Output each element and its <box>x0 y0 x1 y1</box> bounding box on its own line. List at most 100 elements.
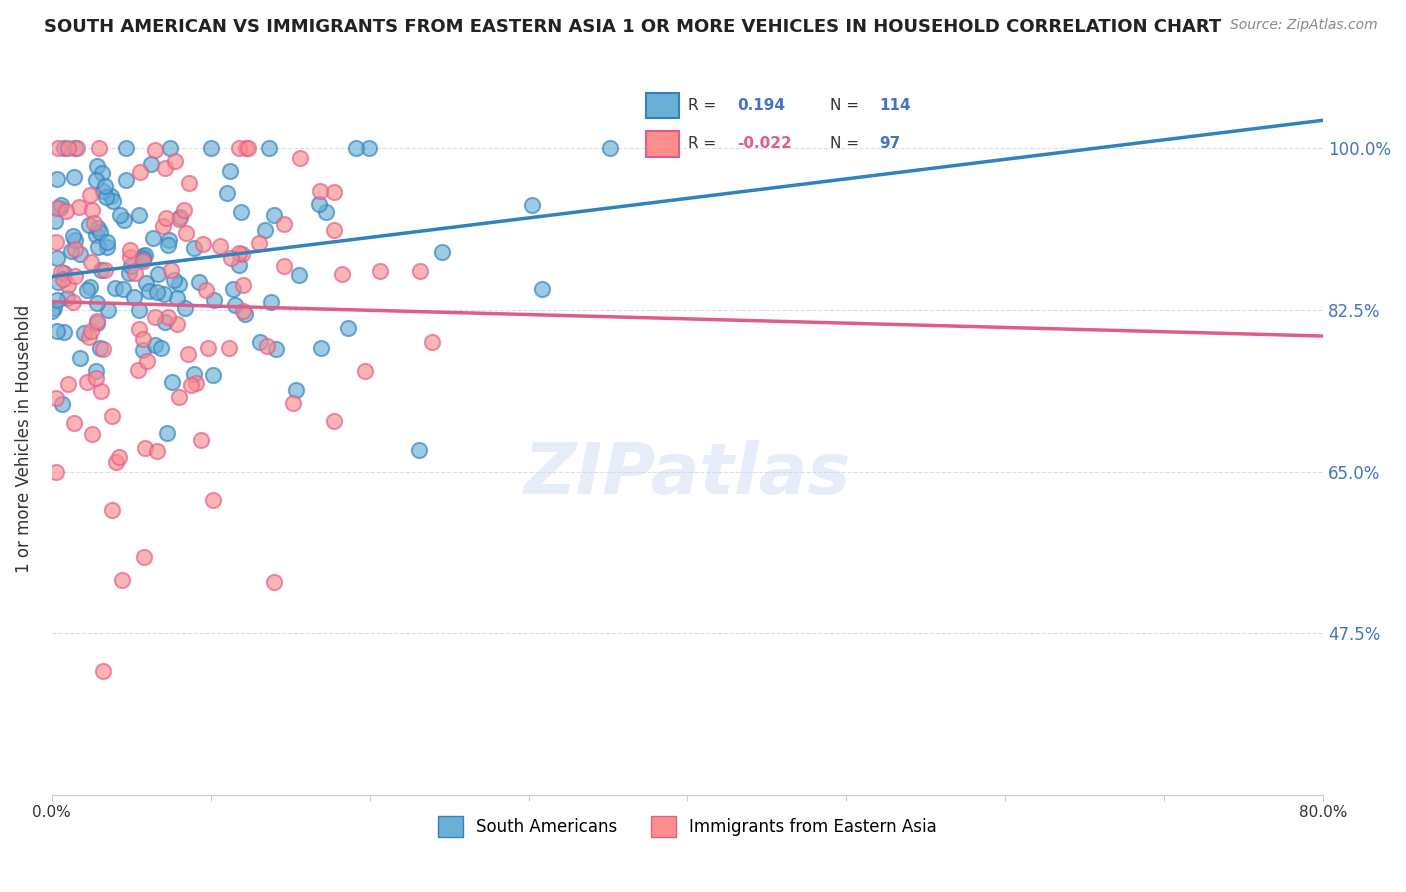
Point <box>228 258 250 272</box>
Point <box>162 376 184 390</box>
Point <box>118 266 141 280</box>
Point <box>132 254 155 268</box>
Point <box>264 343 287 357</box>
Point <box>115 141 138 155</box>
Point <box>143 310 166 324</box>
Point <box>86 296 108 310</box>
Point <box>53 266 76 280</box>
Point <box>56 291 79 305</box>
Text: 97: 97 <box>879 136 900 152</box>
Point <box>94 263 117 277</box>
Point <box>186 376 208 390</box>
Point <box>73 326 96 340</box>
Point <box>86 240 108 254</box>
Point <box>153 286 176 301</box>
Point <box>236 141 259 155</box>
Point <box>77 218 100 232</box>
Point <box>285 383 308 397</box>
Point <box>353 364 375 378</box>
Point <box>120 260 142 274</box>
Point <box>114 173 136 187</box>
Point <box>122 290 145 304</box>
Point <box>156 426 179 441</box>
Point <box>45 251 67 265</box>
Point <box>169 277 191 291</box>
Point <box>408 263 430 277</box>
Point <box>145 338 167 352</box>
Point <box>359 141 381 155</box>
Point <box>118 243 141 257</box>
Point <box>232 277 254 292</box>
Text: R =: R = <box>688 136 716 152</box>
Point <box>141 156 163 170</box>
Text: ZIPatlas: ZIPatlas <box>524 441 851 509</box>
Point <box>45 391 67 405</box>
Point <box>112 282 135 296</box>
Point <box>167 212 190 227</box>
Point <box>232 304 254 318</box>
Point <box>420 335 443 350</box>
Point <box>201 368 224 382</box>
Point <box>79 324 101 338</box>
Point <box>128 322 150 336</box>
Point <box>235 307 257 321</box>
Point <box>112 213 135 227</box>
Point <box>134 276 156 290</box>
Point <box>150 341 173 355</box>
Point <box>91 184 114 198</box>
Point <box>132 252 155 266</box>
Point <box>146 267 169 281</box>
Point <box>219 251 242 265</box>
Point <box>76 375 98 389</box>
Point <box>169 211 191 225</box>
Point <box>89 341 111 355</box>
Point <box>90 263 112 277</box>
Point <box>323 185 346 199</box>
Point <box>322 222 344 236</box>
Point <box>259 294 281 309</box>
Point <box>177 177 200 191</box>
Point <box>91 665 114 679</box>
Point <box>408 442 430 457</box>
Point <box>142 230 165 244</box>
Point <box>247 235 270 250</box>
Point <box>101 409 124 423</box>
Point <box>156 238 179 252</box>
Point <box>155 211 177 225</box>
Point <box>180 378 202 392</box>
Point <box>288 268 311 282</box>
Point <box>45 324 67 338</box>
Point <box>146 285 169 300</box>
Point <box>41 304 63 318</box>
Point <box>69 246 91 260</box>
Point <box>45 201 67 215</box>
Point <box>156 310 179 325</box>
Point <box>132 549 155 564</box>
Point <box>222 282 245 296</box>
Text: N =: N = <box>830 136 859 152</box>
Point <box>308 184 330 198</box>
Point <box>136 354 159 368</box>
Point <box>107 450 129 464</box>
Point <box>152 219 174 234</box>
Point <box>128 302 150 317</box>
Point <box>63 417 86 431</box>
Text: Source: ZipAtlas.com: Source: ZipAtlas.com <box>1230 18 1378 32</box>
Point <box>195 283 218 297</box>
Point <box>66 141 89 155</box>
Point <box>145 143 167 157</box>
Point <box>76 283 98 297</box>
Point <box>111 573 134 587</box>
Point <box>218 341 240 355</box>
Point <box>219 164 242 178</box>
Point <box>86 159 108 173</box>
Point <box>256 339 278 353</box>
Point <box>322 414 344 428</box>
Legend: South Americans, Immigrants from Eastern Asia: South Americans, Immigrants from Eastern… <box>432 810 943 843</box>
FancyBboxPatch shape <box>647 93 679 119</box>
Text: SOUTH AMERICAN VS IMMIGRANTS FROM EASTERN ASIA 1 OR MORE VEHICLES IN HOUSEHOLD C: SOUTH AMERICAN VS IMMIGRANTS FROM EASTER… <box>44 18 1222 36</box>
Point <box>63 269 86 284</box>
Point <box>520 197 543 211</box>
Point <box>52 141 75 155</box>
Point <box>530 282 553 296</box>
